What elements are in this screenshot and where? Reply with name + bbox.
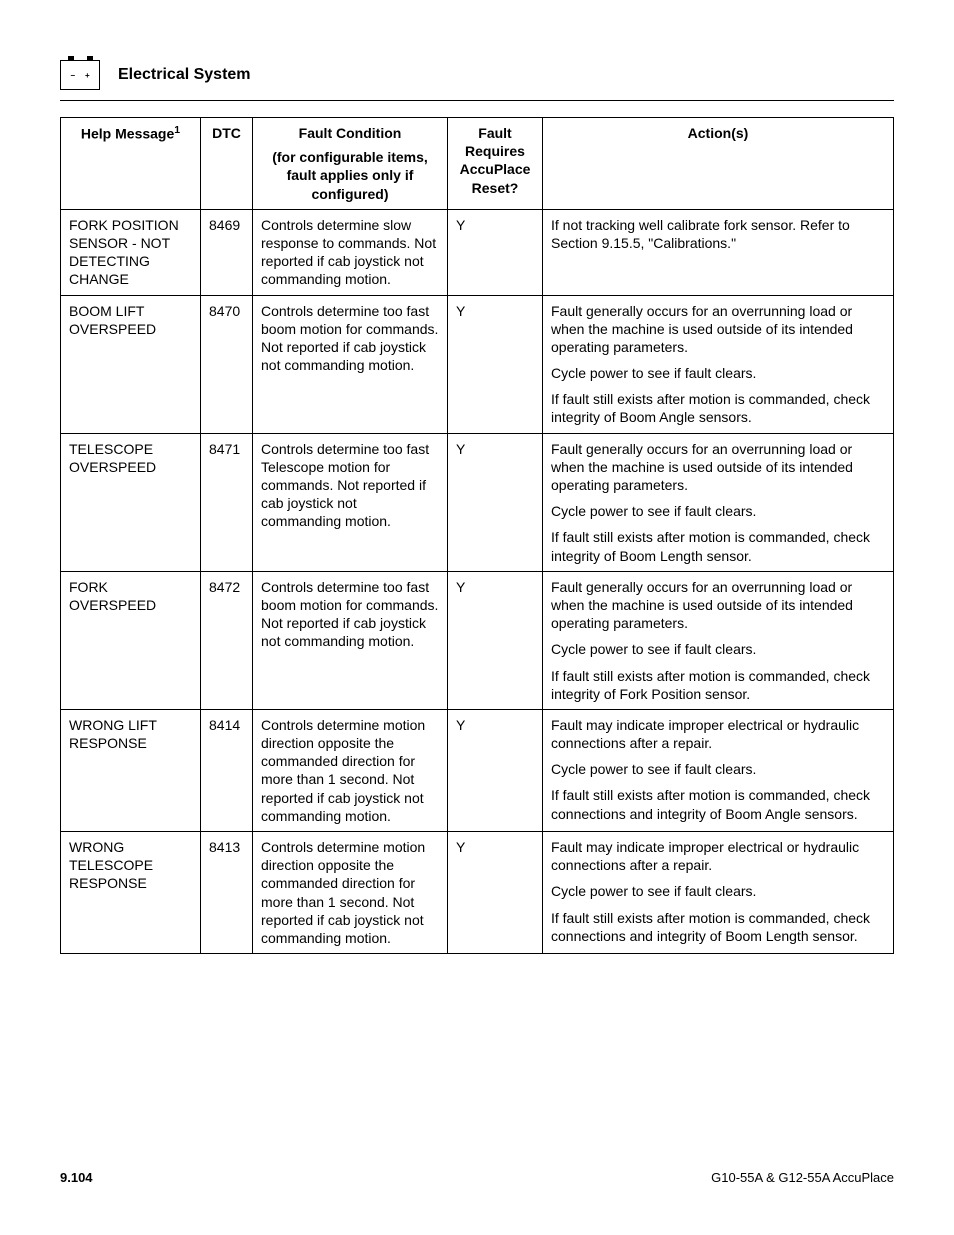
cell-actions: If not tracking well calibrate fork sens… xyxy=(543,209,894,295)
table-row: WRONG LIFT RESPONSE8414Controls determin… xyxy=(61,709,894,831)
cell-condition: Controls determine too fast Telescope mo… xyxy=(253,433,448,571)
header-cond: Fault Condition (for configurable items,… xyxy=(253,118,448,210)
cell-reset: Y xyxy=(448,571,543,709)
action-text: Cycle power to see if fault clears. xyxy=(551,760,885,778)
cell-condition: Controls determine motion direction oppo… xyxy=(253,832,448,954)
action-text: Cycle power to see if fault clears. xyxy=(551,640,885,658)
header-action: Action(s) xyxy=(543,118,894,210)
cell-help: TELESCOPE OVERSPEED xyxy=(61,433,201,571)
cell-reset: Y xyxy=(448,209,543,295)
cell-reset: Y xyxy=(448,709,543,831)
footer-page: 9.104 xyxy=(60,1170,93,1185)
table-row: BOOM LIFT OVERSPEED8470Controls determin… xyxy=(61,295,894,433)
action-text: If fault still exists after motion is co… xyxy=(551,786,885,822)
cell-reset: Y xyxy=(448,832,543,954)
cell-condition: Controls determine too fast boom motion … xyxy=(253,571,448,709)
fault-table: Help Message1 DTC Fault Condition (for c… xyxy=(60,117,894,954)
table-row: TELESCOPE OVERSPEED8471Controls determin… xyxy=(61,433,894,571)
action-text: Fault generally occurs for an overrunnin… xyxy=(551,578,885,633)
cell-actions: Fault generally occurs for an overrunnin… xyxy=(543,571,894,709)
cell-condition: Controls determine too fast boom motion … xyxy=(253,295,448,433)
action-text: Fault may indicate improper electrical o… xyxy=(551,716,885,752)
cell-dtc: 8470 xyxy=(201,295,253,433)
action-text: Fault generally occurs for an overrunnin… xyxy=(551,440,885,495)
action-text: Cycle power to see if fault clears. xyxy=(551,502,885,520)
cell-help: FORK POSITION SENSOR - NOT DETECTING CHA… xyxy=(61,209,201,295)
cell-help: BOOM LIFT OVERSPEED xyxy=(61,295,201,433)
cell-help: FORK OVERSPEED xyxy=(61,571,201,709)
action-text: If fault still exists after motion is co… xyxy=(551,909,885,945)
cell-reset: Y xyxy=(448,295,543,433)
header-reset: Fault Requires AccuPlace Reset? xyxy=(448,118,543,210)
cell-actions: Fault generally occurs for an overrunnin… xyxy=(543,433,894,571)
cell-dtc: 8472 xyxy=(201,571,253,709)
header-dtc: DTC xyxy=(201,118,253,210)
action-text: Fault may indicate improper electrical o… xyxy=(551,838,885,874)
cell-actions: Fault may indicate improper electrical o… xyxy=(543,832,894,954)
header-help: Help Message1 xyxy=(61,118,201,210)
page-header: −+ Electrical System xyxy=(60,60,894,90)
cell-condition: Controls determine motion direction oppo… xyxy=(253,709,448,831)
table-row: WRONG TELESCOPE RESPONSE8413Controls det… xyxy=(61,832,894,954)
footer-doc: G10-55A & G12-55A AccuPlace xyxy=(711,1170,894,1185)
battery-icon: −+ xyxy=(60,60,100,90)
action-text: If not tracking well calibrate fork sens… xyxy=(551,216,885,252)
cell-condition: Controls determine slow response to comm… xyxy=(253,209,448,295)
header-divider xyxy=(60,100,894,101)
cell-help: WRONG LIFT RESPONSE xyxy=(61,709,201,831)
action-text: Cycle power to see if fault clears. xyxy=(551,882,885,900)
cell-dtc: 8471 xyxy=(201,433,253,571)
table-row: FORK POSITION SENSOR - NOT DETECTING CHA… xyxy=(61,209,894,295)
cell-actions: Fault generally occurs for an overrunnin… xyxy=(543,295,894,433)
cell-dtc: 8413 xyxy=(201,832,253,954)
action-text: If fault still exists after motion is co… xyxy=(551,528,885,564)
table-row: FORK OVERSPEED8472Controls determine too… xyxy=(61,571,894,709)
cell-help: WRONG TELESCOPE RESPONSE xyxy=(61,832,201,954)
cell-dtc: 8414 xyxy=(201,709,253,831)
action-text: If fault still exists after motion is co… xyxy=(551,667,885,703)
action-text: Cycle power to see if fault clears. xyxy=(551,364,885,382)
page-footer: 9.104 G10-55A & G12-55A AccuPlace xyxy=(60,1170,894,1185)
cell-dtc: 8469 xyxy=(201,209,253,295)
table-header: Help Message1 DTC Fault Condition (for c… xyxy=(61,118,894,210)
action-text: Fault generally occurs for an overrunnin… xyxy=(551,302,885,357)
section-title: Electrical System xyxy=(118,66,251,84)
cell-actions: Fault may indicate improper electrical o… xyxy=(543,709,894,831)
action-text: If fault still exists after motion is co… xyxy=(551,390,885,426)
cell-reset: Y xyxy=(448,433,543,571)
